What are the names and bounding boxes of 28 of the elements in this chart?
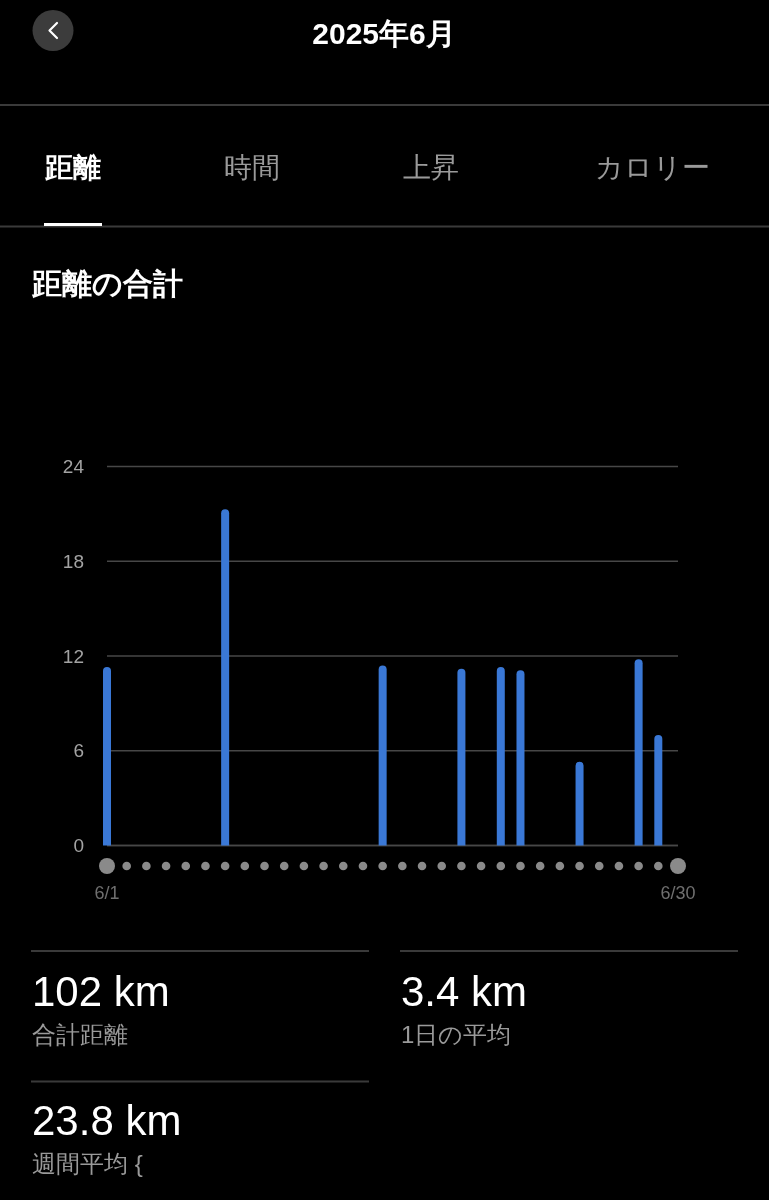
- text: 102 km: [32, 967, 170, 1015]
- text: 週間平均 {: [32, 1149, 143, 1177]
- y-tick-label: 12: [62, 645, 84, 667]
- text: 合計距離: [32, 1020, 128, 1048]
- bar: [654, 734, 663, 846]
- y-tick-label: 24: [62, 456, 85, 477]
- bar: [516, 670, 525, 846]
- text: 上昇: [403, 151, 459, 183]
- bar: [221, 509, 230, 846]
- bar: [378, 665, 387, 846]
- text: 時間: [224, 151, 280, 183]
- x-tick-label: 6/30: [660, 883, 696, 903]
- text: 2025年6月: [312, 16, 456, 50]
- bar: [575, 761, 584, 846]
- text: 1日の平均: [401, 1020, 512, 1048]
- bar: [457, 668, 466, 846]
- y-tick-label: 0: [73, 835, 84, 856]
- bar: [496, 667, 505, 846]
- text: カロリー: [594, 151, 710, 183]
- text: 距離: [44, 151, 101, 183]
- text: 23.8 km: [32, 1096, 182, 1144]
- y-tick-label: 6: [73, 740, 84, 762]
- x-tick-label: 6/1: [94, 883, 120, 903]
- chart-title: 距離の合計: [31, 266, 183, 300]
- bar: [634, 659, 643, 846]
- y-tick-label: 18: [62, 550, 84, 572]
- bar: [103, 667, 111, 846]
- text: 3.4 km: [401, 967, 528, 1015]
